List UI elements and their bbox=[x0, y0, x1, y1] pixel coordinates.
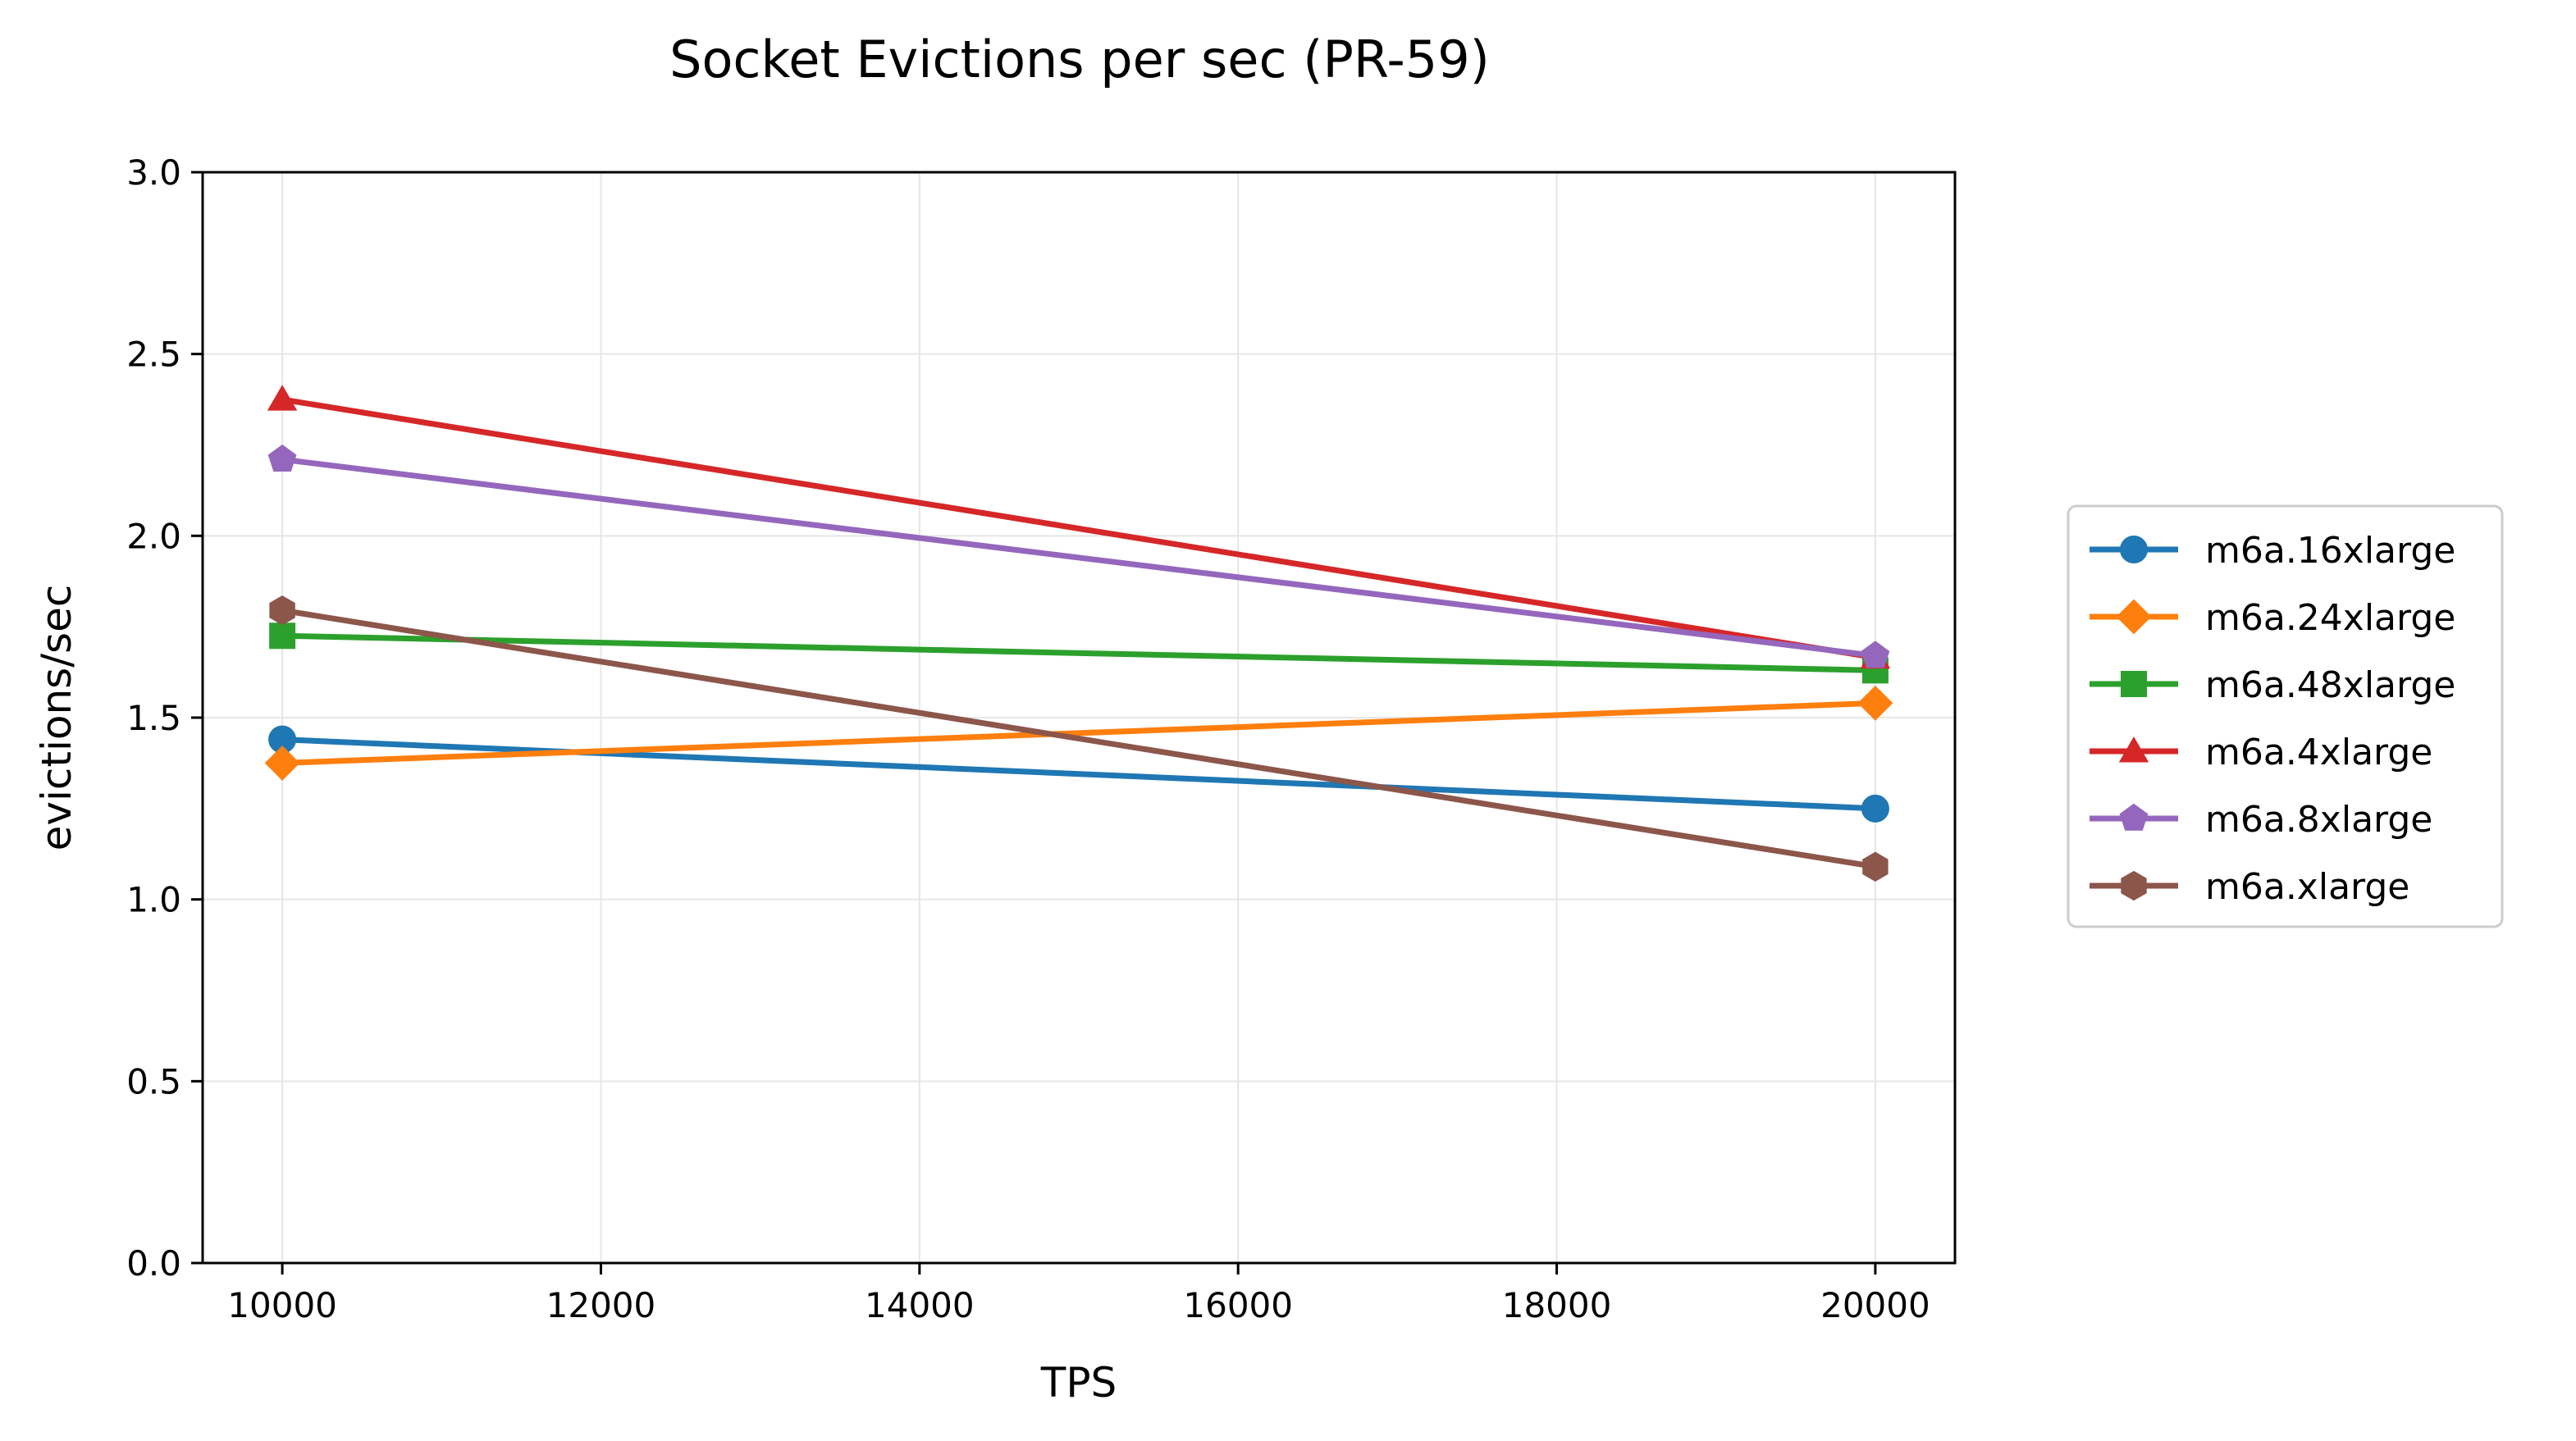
series-m6a.24xlarge bbox=[264, 685, 1893, 781]
legend-label: m6a.4xlarge bbox=[2205, 732, 2432, 773]
series-line bbox=[279, 396, 1879, 661]
data-point bbox=[269, 622, 296, 650]
x-tick-label: 16000 bbox=[1183, 1285, 1293, 1325]
x-tick-label: 18000 bbox=[1502, 1285, 1612, 1325]
series-m6a.48xlarge bbox=[269, 622, 1889, 684]
legend-entry: m6a.24xlarge bbox=[2090, 597, 2455, 639]
legend-label: m6a.24xlarge bbox=[2205, 597, 2455, 639]
y-axis: 0.0 0.5 1.0 1.5 2.0 2.5 3.0 bbox=[126, 153, 203, 1284]
data-point bbox=[1861, 641, 1890, 668]
chart-title: Socket Evictions per sec (PR-59) bbox=[669, 30, 1490, 89]
legend: m6a.16xlarge m6a.24xlarge m6a.48xlarge m6a.… bbox=[2067, 504, 2504, 928]
legend-entry: m6a.4xlarge bbox=[2090, 732, 2432, 773]
legend-entry: m6a.8xlarge bbox=[2090, 799, 2432, 841]
series-line bbox=[279, 700, 1879, 767]
legend-entry: m6a.48xlarge bbox=[2090, 664, 2455, 706]
y-tick-label: 0.5 bbox=[126, 1061, 181, 1101]
legend-marker bbox=[2118, 736, 2149, 763]
x-tick-label: 14000 bbox=[865, 1285, 975, 1325]
x-tick-label: 12000 bbox=[546, 1285, 656, 1325]
legend-label: m6a.xlarge bbox=[2205, 866, 2409, 908]
x-tick-label: 20000 bbox=[1820, 1285, 1930, 1325]
data-point bbox=[1861, 794, 1889, 823]
y-tick-label: 0.0 bbox=[126, 1243, 181, 1284]
y-tick-label: 1.5 bbox=[126, 698, 181, 738]
series-line bbox=[279, 632, 1879, 673]
legend-frame bbox=[2067, 504, 2504, 928]
legend-marker bbox=[2120, 536, 2148, 563]
x-axis-label: TPS bbox=[1040, 1359, 1117, 1407]
legend-marker bbox=[2121, 671, 2147, 697]
series-m6a.8xlarge bbox=[267, 444, 1890, 668]
legend-label: m6a.48xlarge bbox=[2205, 664, 2455, 706]
data-point bbox=[1862, 851, 1889, 882]
y-axis-label: evictions/sec bbox=[33, 585, 80, 851]
legend-entry: m6a.xlarge bbox=[2090, 866, 2409, 908]
y-tick-label: 1.0 bbox=[126, 880, 181, 920]
legend-label: m6a.8xlarge bbox=[2205, 799, 2432, 841]
data-point bbox=[267, 444, 297, 472]
data-point bbox=[264, 745, 300, 781]
series-m6a.xlarge bbox=[269, 595, 1889, 882]
series-line bbox=[279, 456, 1879, 659]
series-lines bbox=[264, 385, 1893, 882]
data-point bbox=[267, 385, 298, 411]
x-tick-label: 10000 bbox=[227, 1285, 337, 1325]
legend-label: m6a.16xlarge bbox=[2205, 530, 2455, 572]
x-axis: 10000 12000 14000 16000 18000 20000 bbox=[227, 1263, 1930, 1325]
gridlines bbox=[203, 171, 1955, 1264]
legend-marker bbox=[2121, 870, 2147, 901]
series-line bbox=[279, 607, 1879, 870]
data-point bbox=[1857, 685, 1893, 721]
y-tick-label: 2.0 bbox=[126, 516, 181, 556]
legend-marker bbox=[2119, 803, 2149, 831]
legend-entry: m6a.16xlarge bbox=[2090, 530, 2455, 572]
y-tick-label: 3.0 bbox=[126, 153, 181, 193]
data-point bbox=[269, 595, 295, 626]
legend-marker bbox=[2116, 599, 2152, 635]
y-tick-label: 2.5 bbox=[126, 335, 181, 375]
